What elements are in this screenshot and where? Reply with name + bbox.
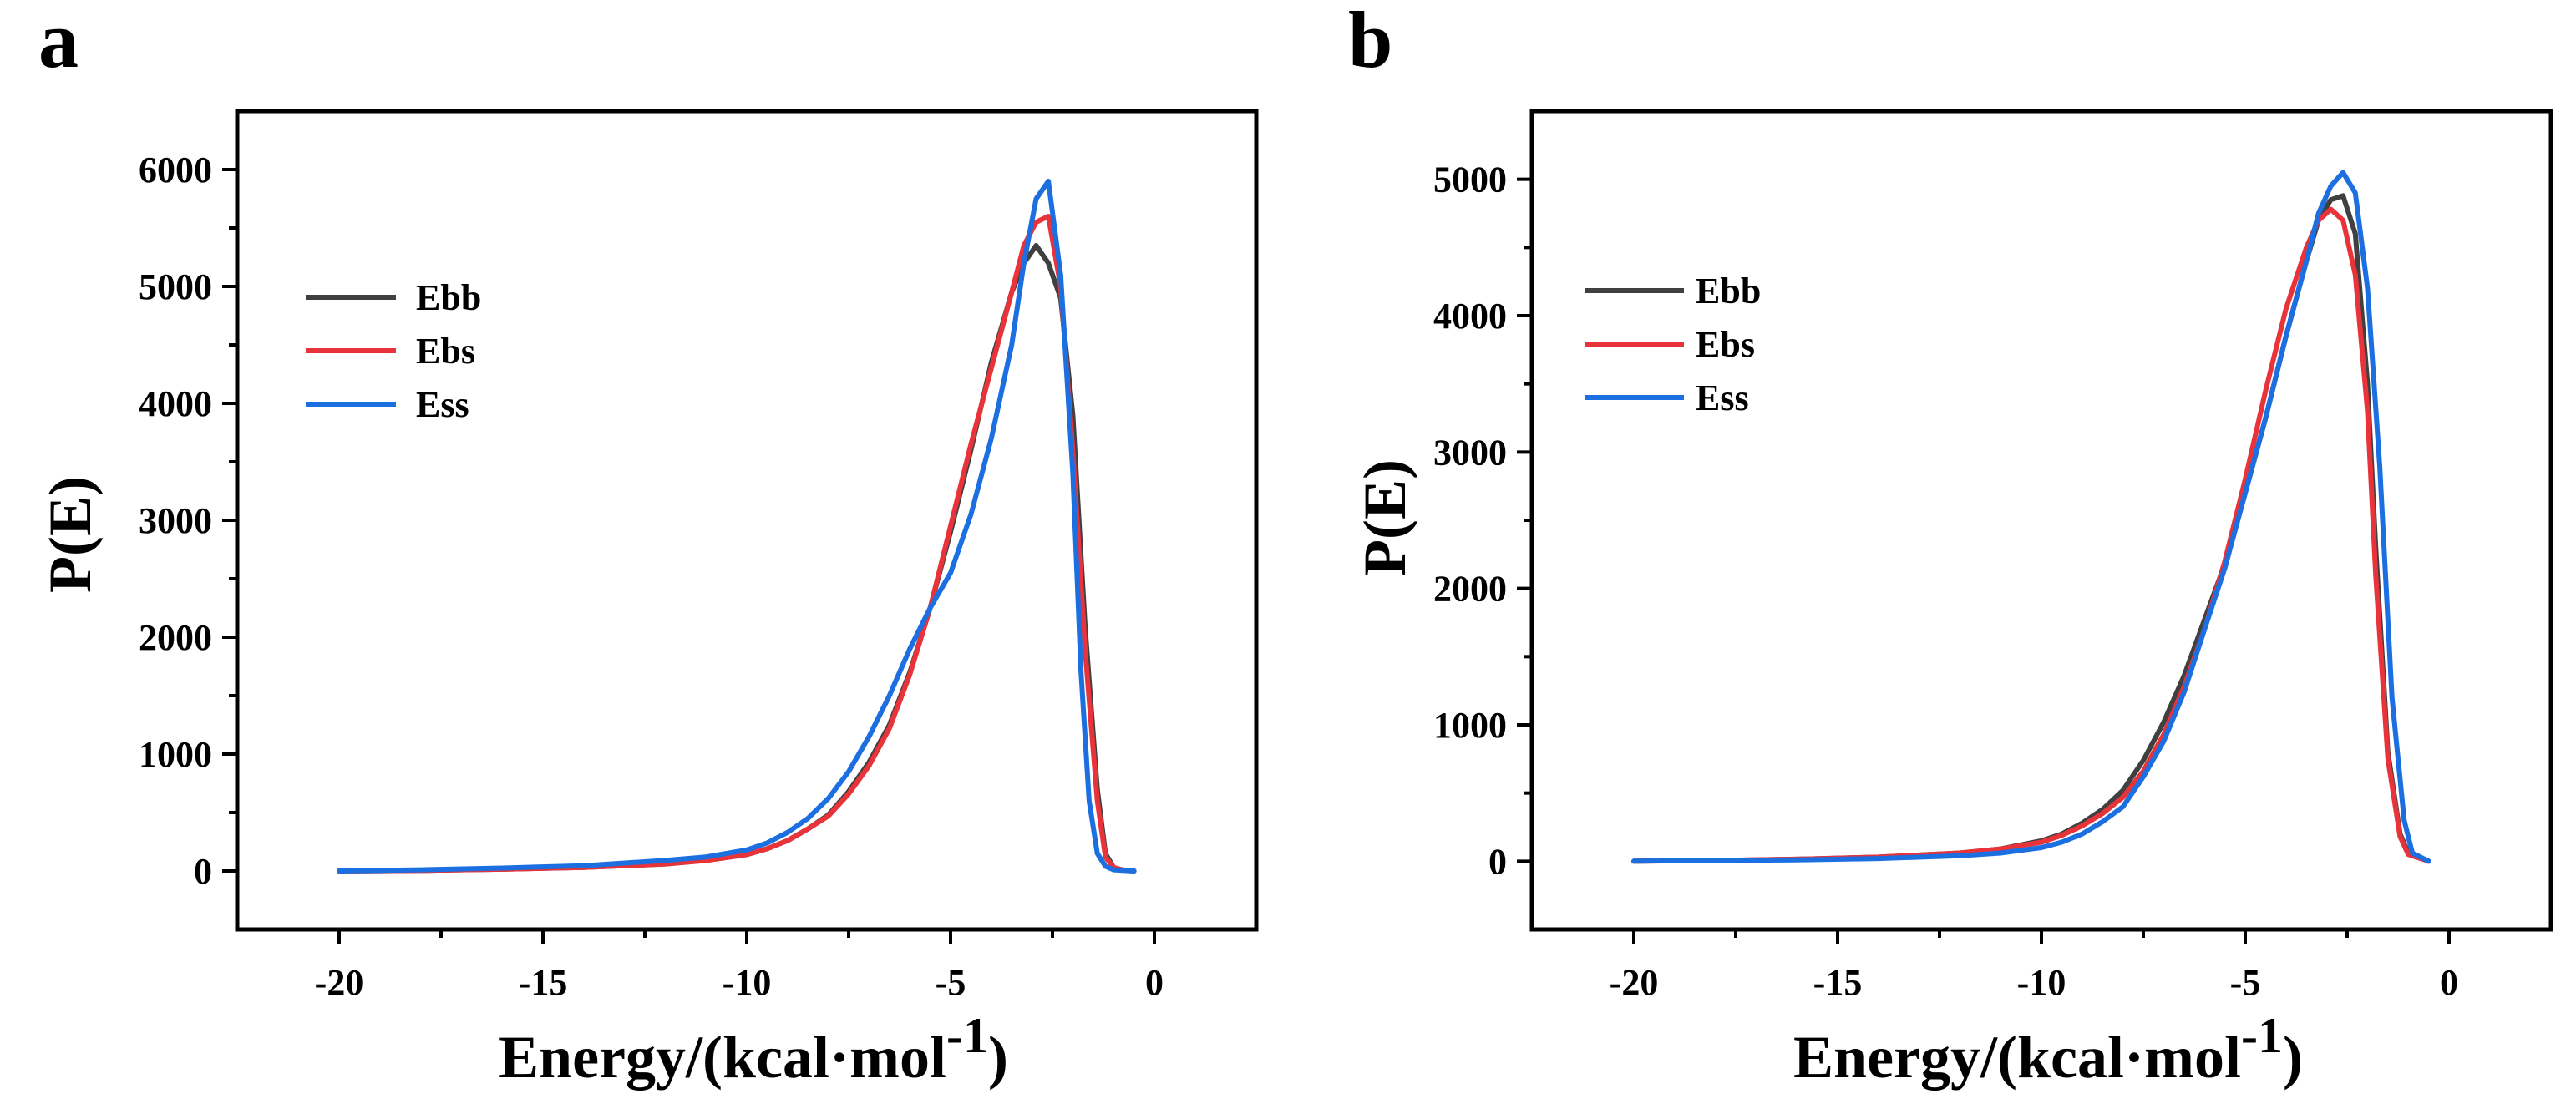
x-tick-label-b: -10 bbox=[2017, 962, 2066, 1003]
y-tick-label-a: 0 bbox=[194, 851, 212, 892]
plot-area-b: -20 -15 -10 -5 0 0 1000 2000 3000 4000 5000 Ebb Ebs E… bbox=[1433, 109, 2553, 1003]
y-tick-label-a: 2000 bbox=[139, 617, 212, 658]
x-tick-label-a: -10 bbox=[723, 962, 772, 1003]
legend-label-ess-b: Ess bbox=[1696, 377, 1749, 418]
y-tick-label-a: 4000 bbox=[139, 383, 212, 424]
x-axis-title-sup-b: -1 bbox=[2241, 1008, 2283, 1063]
series-line-ess-a bbox=[337, 179, 1137, 874]
x-tick-label-b: -15 bbox=[1813, 962, 1863, 1003]
y-tick-label-b: 4000 bbox=[1433, 296, 1507, 337]
panel-label-b: b bbox=[1348, 0, 1392, 84]
x-axis-title-close-a: ) bbox=[988, 1024, 1008, 1091]
y-tick-label-a: 3000 bbox=[139, 500, 212, 541]
y-tick-label-a: 5000 bbox=[139, 266, 212, 307]
x-tick-label-b: -5 bbox=[2230, 962, 2261, 1003]
series-line-ess-b bbox=[1631, 170, 2431, 864]
x-tick-label-b: 0 bbox=[2440, 962, 2458, 1003]
y-tick-label-b: 1000 bbox=[1433, 705, 1507, 746]
y-tick-label-b: 5000 bbox=[1433, 160, 1507, 200]
legend-label-ebs-b: Ebs bbox=[1696, 324, 1755, 365]
x-tick-label-a: 0 bbox=[1145, 962, 1164, 1003]
x-tick-label-a: -5 bbox=[936, 962, 966, 1003]
x-tick-label-b: -20 bbox=[1610, 962, 1659, 1003]
x-tick-label-a: -15 bbox=[519, 962, 568, 1003]
x-axis-title-close-b: ) bbox=[2283, 1024, 2303, 1091]
legend-label-ebs-a: Ebs bbox=[416, 331, 475, 372]
y-tick-label-a: 1000 bbox=[139, 734, 212, 775]
x-axis-title-a: Energy/(kcal·mol-1) bbox=[499, 1008, 1008, 1091]
y-tick-label-a: 6000 bbox=[139, 149, 212, 190]
panel-label-a: a bbox=[38, 0, 79, 84]
x-axis-title-main-b: Energy/(kcal·mol bbox=[1793, 1024, 2241, 1091]
y-tick-label-b: 0 bbox=[1488, 841, 1507, 882]
x-axis-title-b: Energy/(kcal·mol-1) bbox=[1793, 1008, 2303, 1091]
y-tick-label-b: 3000 bbox=[1433, 432, 1507, 473]
y-tick-label-b: 2000 bbox=[1433, 569, 1507, 610]
y-axis-title-a: P(E) bbox=[37, 476, 104, 593]
legend-label-ebb-b: Ebb bbox=[1696, 271, 1761, 311]
x-tick-label-a: -20 bbox=[315, 962, 364, 1003]
x-axis-title-main-a: Energy/(kcal·mol bbox=[499, 1024, 946, 1091]
y-axis-title-b: P(E) bbox=[1351, 459, 1418, 576]
legend-label-ess-a: Ess bbox=[416, 384, 469, 425]
axes-frame-a bbox=[235, 109, 1259, 932]
x-axis-title-sup-a: -1 bbox=[946, 1008, 988, 1063]
legend-label-ebb-a: Ebb bbox=[416, 277, 481, 318]
panel-b: b -20 -15 -10 -5 0 0 1000 2000 3000 4000 5000 Ebb Eb… bbox=[1348, 0, 2553, 1091]
plot-area-a: -20 -15 -10 -5 0 0 1000 2000 3000 4000 5000 6000 Ebb… bbox=[139, 109, 1259, 1003]
panel-a: a -20 -15 -10 -5 0 0 1000 2000 3000 4000 5000 6000 E… bbox=[37, 0, 1259, 1091]
